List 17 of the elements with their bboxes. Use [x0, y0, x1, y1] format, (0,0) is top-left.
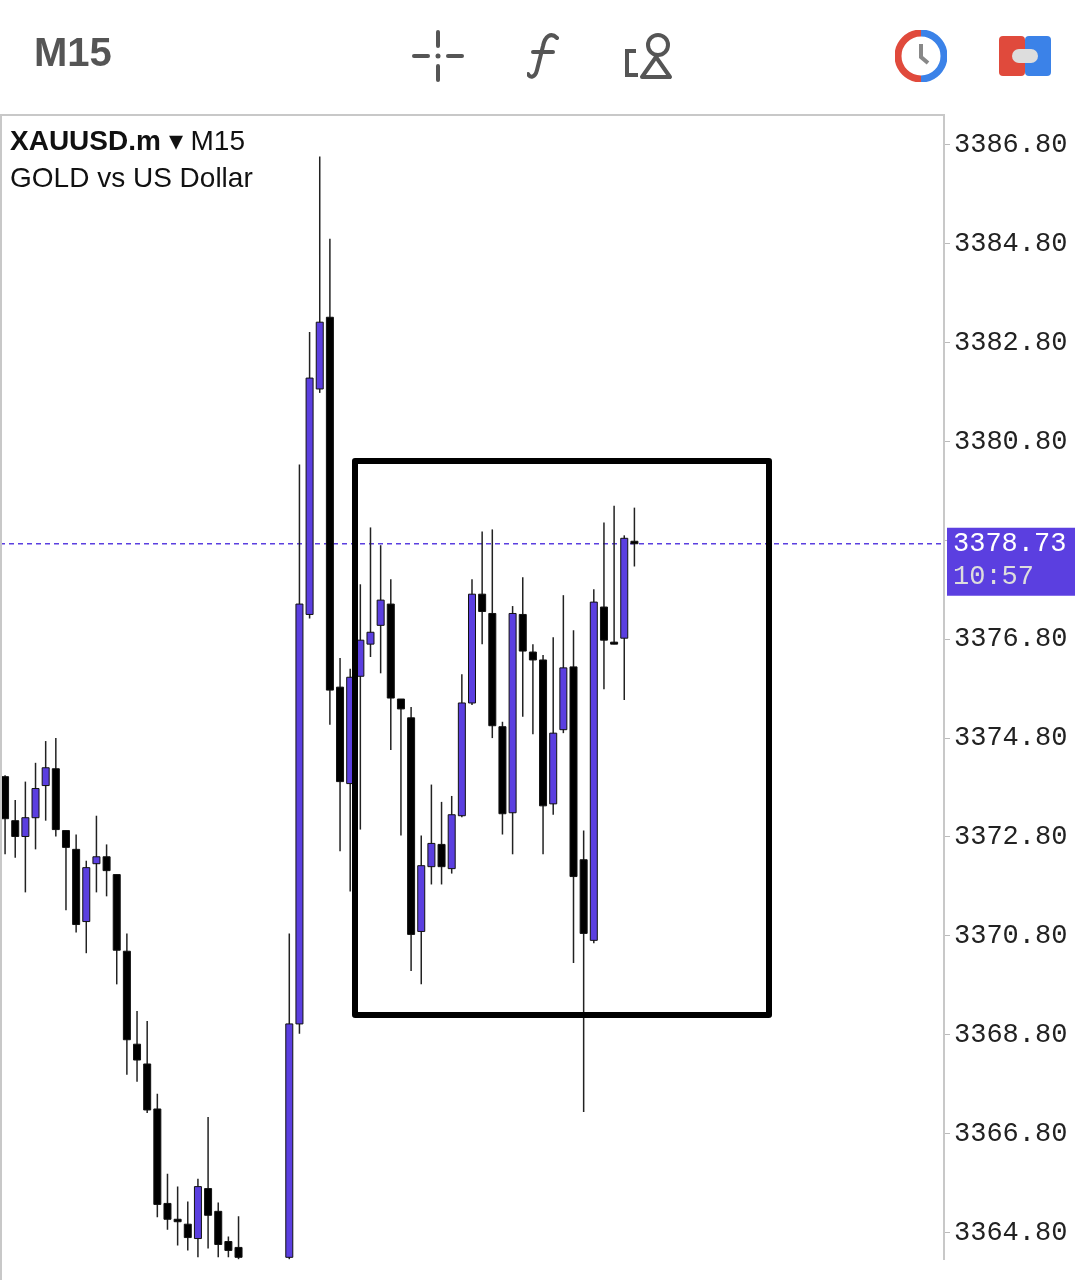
y-tick-label: 3364.80 [954, 1217, 1068, 1248]
y-tick-label: 3386.80 [954, 129, 1068, 160]
y-tick-label: 3372.80 [954, 822, 1068, 853]
y-tick-label: 3384.80 [954, 228, 1068, 259]
y-tick-label: 3374.80 [954, 723, 1068, 754]
y-tick-label: 3370.80 [954, 921, 1068, 952]
text: GOLD vs US Dollar [10, 161, 253, 195]
y-tick-label: 3380.80 [954, 426, 1068, 457]
y-tick-label: 3382.80 [954, 327, 1068, 358]
y-tick-label: 3376.80 [954, 624, 1068, 655]
text: 10:57 [953, 561, 1035, 592]
ref-line-label: 3378.73 [953, 528, 1067, 559]
chart-title: XAUUSD.m ▾ M15 [10, 124, 246, 158]
text: M15 [34, 30, 112, 75]
y-tick-label: 3366.80 [954, 1118, 1068, 1149]
candlestick [61, 829, 70, 911]
y-tick-label: 3368.80 [954, 1019, 1068, 1050]
